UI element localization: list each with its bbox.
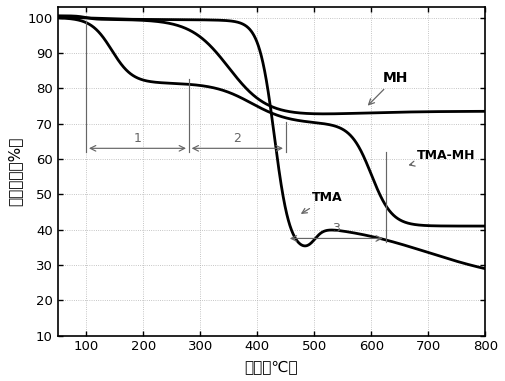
Text: TMA-MH: TMA-MH: [410, 149, 476, 166]
Text: 1: 1: [133, 132, 141, 145]
Text: MH: MH: [369, 70, 408, 105]
Y-axis label: 质量分数（%）: 质量分数（%）: [7, 137, 22, 206]
Text: TMA: TMA: [302, 191, 342, 213]
Text: 2: 2: [233, 132, 241, 145]
X-axis label: 温度（℃）: 温度（℃）: [245, 359, 298, 374]
Text: 3: 3: [332, 222, 340, 235]
